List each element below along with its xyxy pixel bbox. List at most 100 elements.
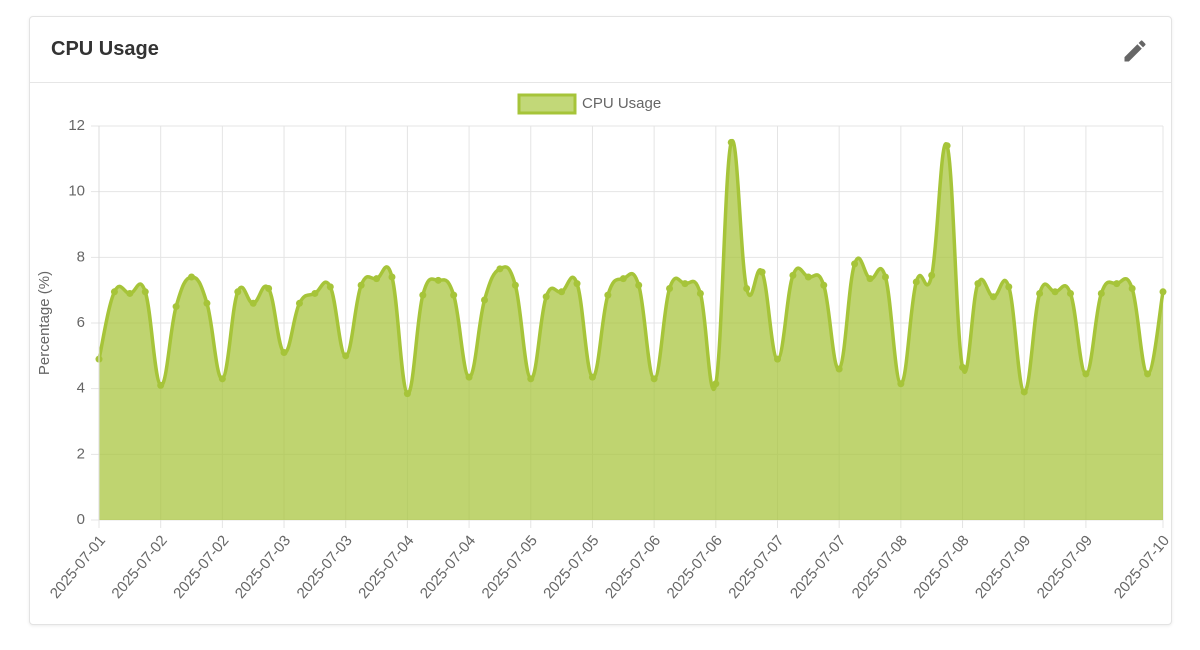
x-tick-label: 2025-07-08 bbox=[910, 532, 972, 602]
data-point bbox=[696, 289, 704, 297]
data-point bbox=[1128, 285, 1136, 293]
data-point bbox=[866, 275, 874, 283]
x-tick-label: 2025-07-02 bbox=[108, 532, 170, 602]
data-point bbox=[326, 283, 334, 291]
data-point bbox=[373, 275, 381, 283]
x-tick-label: 2025-07-07 bbox=[725, 532, 787, 602]
area-fill bbox=[99, 140, 1163, 520]
x-tick-label: 2025-07-05 bbox=[479, 532, 541, 602]
data-point bbox=[203, 299, 211, 307]
data-point bbox=[234, 288, 242, 296]
x-tick-label: 2025-07-06 bbox=[664, 532, 726, 602]
y-tick-label: 4 bbox=[77, 380, 85, 397]
data-point bbox=[1005, 283, 1013, 291]
data-point bbox=[573, 280, 581, 288]
data-point bbox=[588, 373, 596, 381]
x-tick-label: 2025-07-08 bbox=[849, 532, 911, 602]
x-tick-label: 2025-07-03 bbox=[232, 532, 294, 602]
data-point bbox=[666, 285, 674, 293]
data-point bbox=[1051, 288, 1059, 296]
data-point bbox=[1159, 288, 1167, 296]
data-point bbox=[1020, 388, 1028, 396]
data-point bbox=[218, 375, 226, 383]
legend-swatch bbox=[517, 93, 577, 115]
y-tick-label: 0 bbox=[77, 511, 85, 528]
data-point bbox=[1113, 280, 1121, 288]
y-tick-label: 2 bbox=[77, 445, 85, 462]
data-point bbox=[481, 296, 489, 304]
card-title: CPU Usage bbox=[51, 38, 159, 60]
x-tick-label: 2025-07-05 bbox=[540, 532, 602, 602]
data-point bbox=[604, 291, 612, 299]
data-point bbox=[188, 273, 196, 281]
data-point bbox=[141, 288, 149, 296]
data-point bbox=[881, 273, 889, 281]
data-point bbox=[249, 299, 257, 307]
x-tick-label: 2025-07-02 bbox=[170, 532, 232, 602]
data-point bbox=[295, 299, 303, 307]
data-point bbox=[110, 288, 118, 296]
x-tick-label: 2025-07-04 bbox=[417, 532, 479, 602]
data-point bbox=[758, 268, 766, 276]
data-point bbox=[727, 138, 735, 146]
data-point bbox=[311, 289, 319, 297]
data-point bbox=[419, 291, 427, 299]
x-tick-label: 2025-07-09 bbox=[972, 532, 1034, 602]
data-point bbox=[265, 285, 273, 293]
data-point bbox=[342, 352, 350, 360]
data-point bbox=[496, 265, 504, 273]
edit-button[interactable] bbox=[1121, 37, 1149, 65]
x-tick-label: 2025-07-01 bbox=[47, 532, 109, 602]
y-tick-label: 10 bbox=[68, 183, 85, 200]
x-tick-label: 2025-07-09 bbox=[1034, 532, 1096, 602]
data-point bbox=[157, 381, 165, 389]
y-tick-label: 8 bbox=[77, 248, 85, 265]
data-point bbox=[804, 273, 812, 281]
data-point bbox=[912, 278, 920, 286]
data-point bbox=[989, 293, 997, 301]
data-point bbox=[465, 373, 473, 381]
data-point bbox=[974, 280, 982, 288]
x-tick-label: 2025-07-10 bbox=[1111, 532, 1173, 602]
data-point bbox=[1144, 370, 1152, 378]
data-point bbox=[403, 390, 411, 398]
data-point bbox=[450, 291, 458, 299]
data-point bbox=[820, 281, 828, 289]
x-tick-label: 2025-07-07 bbox=[787, 532, 849, 602]
data-point bbox=[511, 281, 519, 289]
data-point bbox=[743, 285, 751, 293]
data-point bbox=[835, 365, 843, 373]
data-point bbox=[681, 280, 689, 288]
data-point bbox=[635, 281, 643, 289]
data-point bbox=[1066, 289, 1074, 297]
data-point bbox=[1097, 289, 1105, 297]
data-point bbox=[619, 275, 627, 283]
data-point bbox=[1036, 289, 1044, 297]
data-point bbox=[388, 273, 396, 281]
y-tick-label: 6 bbox=[77, 314, 85, 331]
y-axis-title: Percentage (%) bbox=[36, 271, 53, 375]
legend-label: CPU Usage bbox=[582, 95, 661, 112]
x-tick-label: 2025-07-06 bbox=[602, 532, 664, 602]
x-tick-label: 2025-07-04 bbox=[355, 532, 417, 602]
data-point bbox=[959, 363, 967, 371]
data-point bbox=[897, 380, 905, 388]
data-point bbox=[558, 288, 566, 296]
data-point bbox=[650, 375, 658, 383]
data-point bbox=[527, 375, 535, 383]
data-point bbox=[542, 293, 550, 301]
data-point bbox=[280, 349, 288, 357]
x-tick-label: 2025-07-03 bbox=[293, 532, 355, 602]
data-point bbox=[126, 289, 134, 297]
data-point bbox=[789, 271, 797, 279]
data-point bbox=[172, 303, 180, 311]
data-point bbox=[773, 355, 781, 363]
data-point bbox=[434, 276, 442, 284]
data-point bbox=[1082, 370, 1090, 378]
data-point bbox=[712, 380, 720, 388]
data-point bbox=[943, 142, 951, 150]
y-tick-label: 12 bbox=[68, 117, 85, 134]
data-point bbox=[357, 281, 365, 289]
data-point bbox=[928, 271, 936, 279]
